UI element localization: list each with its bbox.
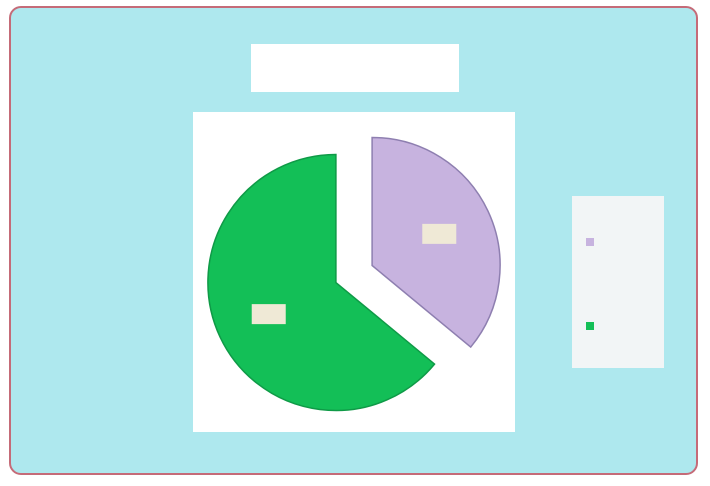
chart-title <box>251 44 459 92</box>
legend-swatch-1 <box>586 237 594 246</box>
slice-label-bg-1 <box>422 223 457 244</box>
slice-label-2 <box>251 304 286 325</box>
legend-swatch-2 <box>586 321 594 330</box>
slice-label-bg-2 <box>251 304 286 325</box>
slice-label-1 <box>422 223 457 244</box>
plot-area <box>193 112 515 432</box>
legend-item-1 <box>580 234 594 248</box>
pie-slice-2 <box>207 153 436 412</box>
pie-chart <box>207 136 501 412</box>
legend <box>572 196 664 368</box>
legend-item-2 <box>580 318 594 332</box>
